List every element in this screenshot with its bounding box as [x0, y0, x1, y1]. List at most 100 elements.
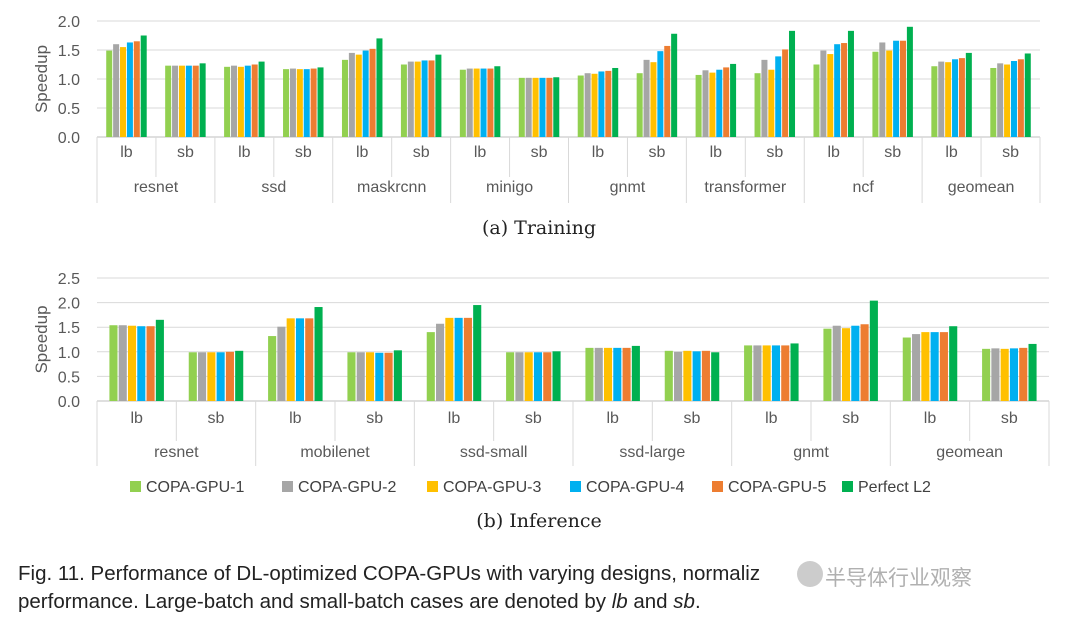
inference-bar — [155, 319, 164, 401]
training-bar — [126, 42, 133, 137]
inference-group-label: gnmt — [793, 444, 829, 461]
inference-bar — [393, 350, 402, 401]
watermark-logo-icon — [797, 561, 823, 587]
training-bar — [716, 69, 723, 137]
training-bar — [782, 49, 789, 137]
training-bar — [525, 77, 532, 137]
training-bar — [657, 51, 664, 137]
training-bar — [376, 38, 383, 137]
inference-bar — [1009, 348, 1019, 401]
training-bar — [820, 50, 827, 137]
training-subcategory-label: lb — [474, 144, 487, 161]
legend-swatch — [570, 481, 581, 492]
inference-bar — [356, 352, 365, 401]
inference-bar — [1028, 343, 1037, 401]
inference-bar — [912, 334, 921, 401]
inference-bar — [603, 347, 613, 401]
training-bar — [237, 66, 244, 137]
training-bar — [827, 54, 834, 138]
training-group-label: gnmt — [610, 179, 646, 196]
training-bar — [754, 73, 761, 137]
training-bar — [283, 69, 290, 137]
training-bar — [473, 68, 480, 137]
training-bar — [421, 60, 428, 137]
legend-label: COPA-GPU-4 — [586, 479, 684, 496]
training-subcategory-label: sb — [413, 144, 430, 161]
training-bar — [577, 75, 584, 137]
inference-group-label: resnet — [154, 444, 199, 461]
inference-bar — [823, 328, 832, 401]
inference-y-tick-label: 0.5 — [58, 369, 80, 386]
inference-bar — [384, 352, 393, 401]
training-bar — [671, 33, 678, 138]
legend-swatch — [842, 481, 853, 492]
training-bar — [695, 74, 702, 137]
training-bar — [841, 43, 848, 137]
training-subcategory-label: lb — [592, 144, 605, 161]
inference-bar — [622, 347, 631, 401]
training-bar — [591, 73, 598, 137]
training-bar — [847, 30, 854, 137]
inference-bar — [930, 332, 939, 401]
inference-y-axis-label: Speedup — [32, 305, 51, 373]
inference-bar — [552, 351, 561, 401]
inference-bar — [118, 325, 127, 401]
training-bar — [224, 66, 231, 137]
inference-bar — [146, 326, 155, 401]
training-group-label: maskrcnn — [357, 179, 426, 196]
training-bar — [879, 42, 886, 137]
inference-bar — [790, 343, 799, 401]
legend-label: COPA-GPU-5 — [728, 479, 826, 496]
training-bar — [414, 61, 421, 137]
inference-bar — [869, 300, 878, 401]
inference-bar — [674, 351, 683, 401]
training-bar — [958, 58, 965, 138]
training-subcategory-label: sb — [648, 144, 665, 161]
training-bar — [113, 44, 120, 138]
inference-bar — [295, 318, 305, 401]
training-bar — [407, 61, 414, 137]
training-bar — [1017, 59, 1024, 137]
training-bar — [546, 77, 553, 137]
inference-bar — [711, 352, 720, 401]
inference-bar — [305, 318, 314, 401]
training-bar — [553, 77, 560, 137]
legend-swatch — [282, 481, 293, 492]
inference-y-tick-label: 0.0 — [58, 394, 80, 411]
training-subcategory-label: sb — [177, 144, 194, 161]
training-bar — [768, 69, 775, 137]
inference-bar — [692, 351, 701, 401]
training-bar — [289, 68, 296, 137]
inference-subcategory-label: sb — [525, 410, 542, 427]
training-bar — [355, 54, 362, 137]
training-group-label: ssd — [261, 179, 286, 196]
inference-bar — [109, 325, 118, 401]
inference-subcategory-label: lb — [606, 410, 619, 427]
training-subcategory-label: sb — [295, 144, 312, 161]
inference-bar — [375, 352, 384, 401]
legend-swatch — [427, 481, 438, 492]
training-bar — [362, 50, 369, 137]
training-bar — [428, 60, 435, 137]
legend-label: Perfect L2 — [858, 479, 931, 496]
inference-bar — [771, 345, 781, 401]
legend-label: COPA-GPU-2 — [298, 479, 396, 496]
training-subcategory-label: sb — [1002, 144, 1019, 161]
training-bar — [886, 50, 893, 137]
training-bar — [230, 65, 238, 137]
inference-bar — [982, 348, 991, 401]
inference-subcategory-label: sb — [842, 410, 859, 427]
inference-group-label: geomean — [936, 444, 1003, 461]
inference-bar — [426, 332, 435, 401]
inference-bar — [701, 350, 710, 401]
training-bar — [775, 56, 782, 137]
training-bar — [612, 67, 619, 137]
caption-lb: lb — [611, 590, 628, 613]
training-bar — [664, 45, 671, 137]
inference-subcategory-label: sb — [684, 410, 701, 427]
inference-bar — [268, 336, 277, 401]
training-subtitle: (a) Training — [482, 217, 596, 239]
inference-bar — [683, 350, 692, 401]
inference-subcategory-label: sb — [366, 410, 383, 427]
inference-subcategory-label: sb — [1001, 410, 1018, 427]
